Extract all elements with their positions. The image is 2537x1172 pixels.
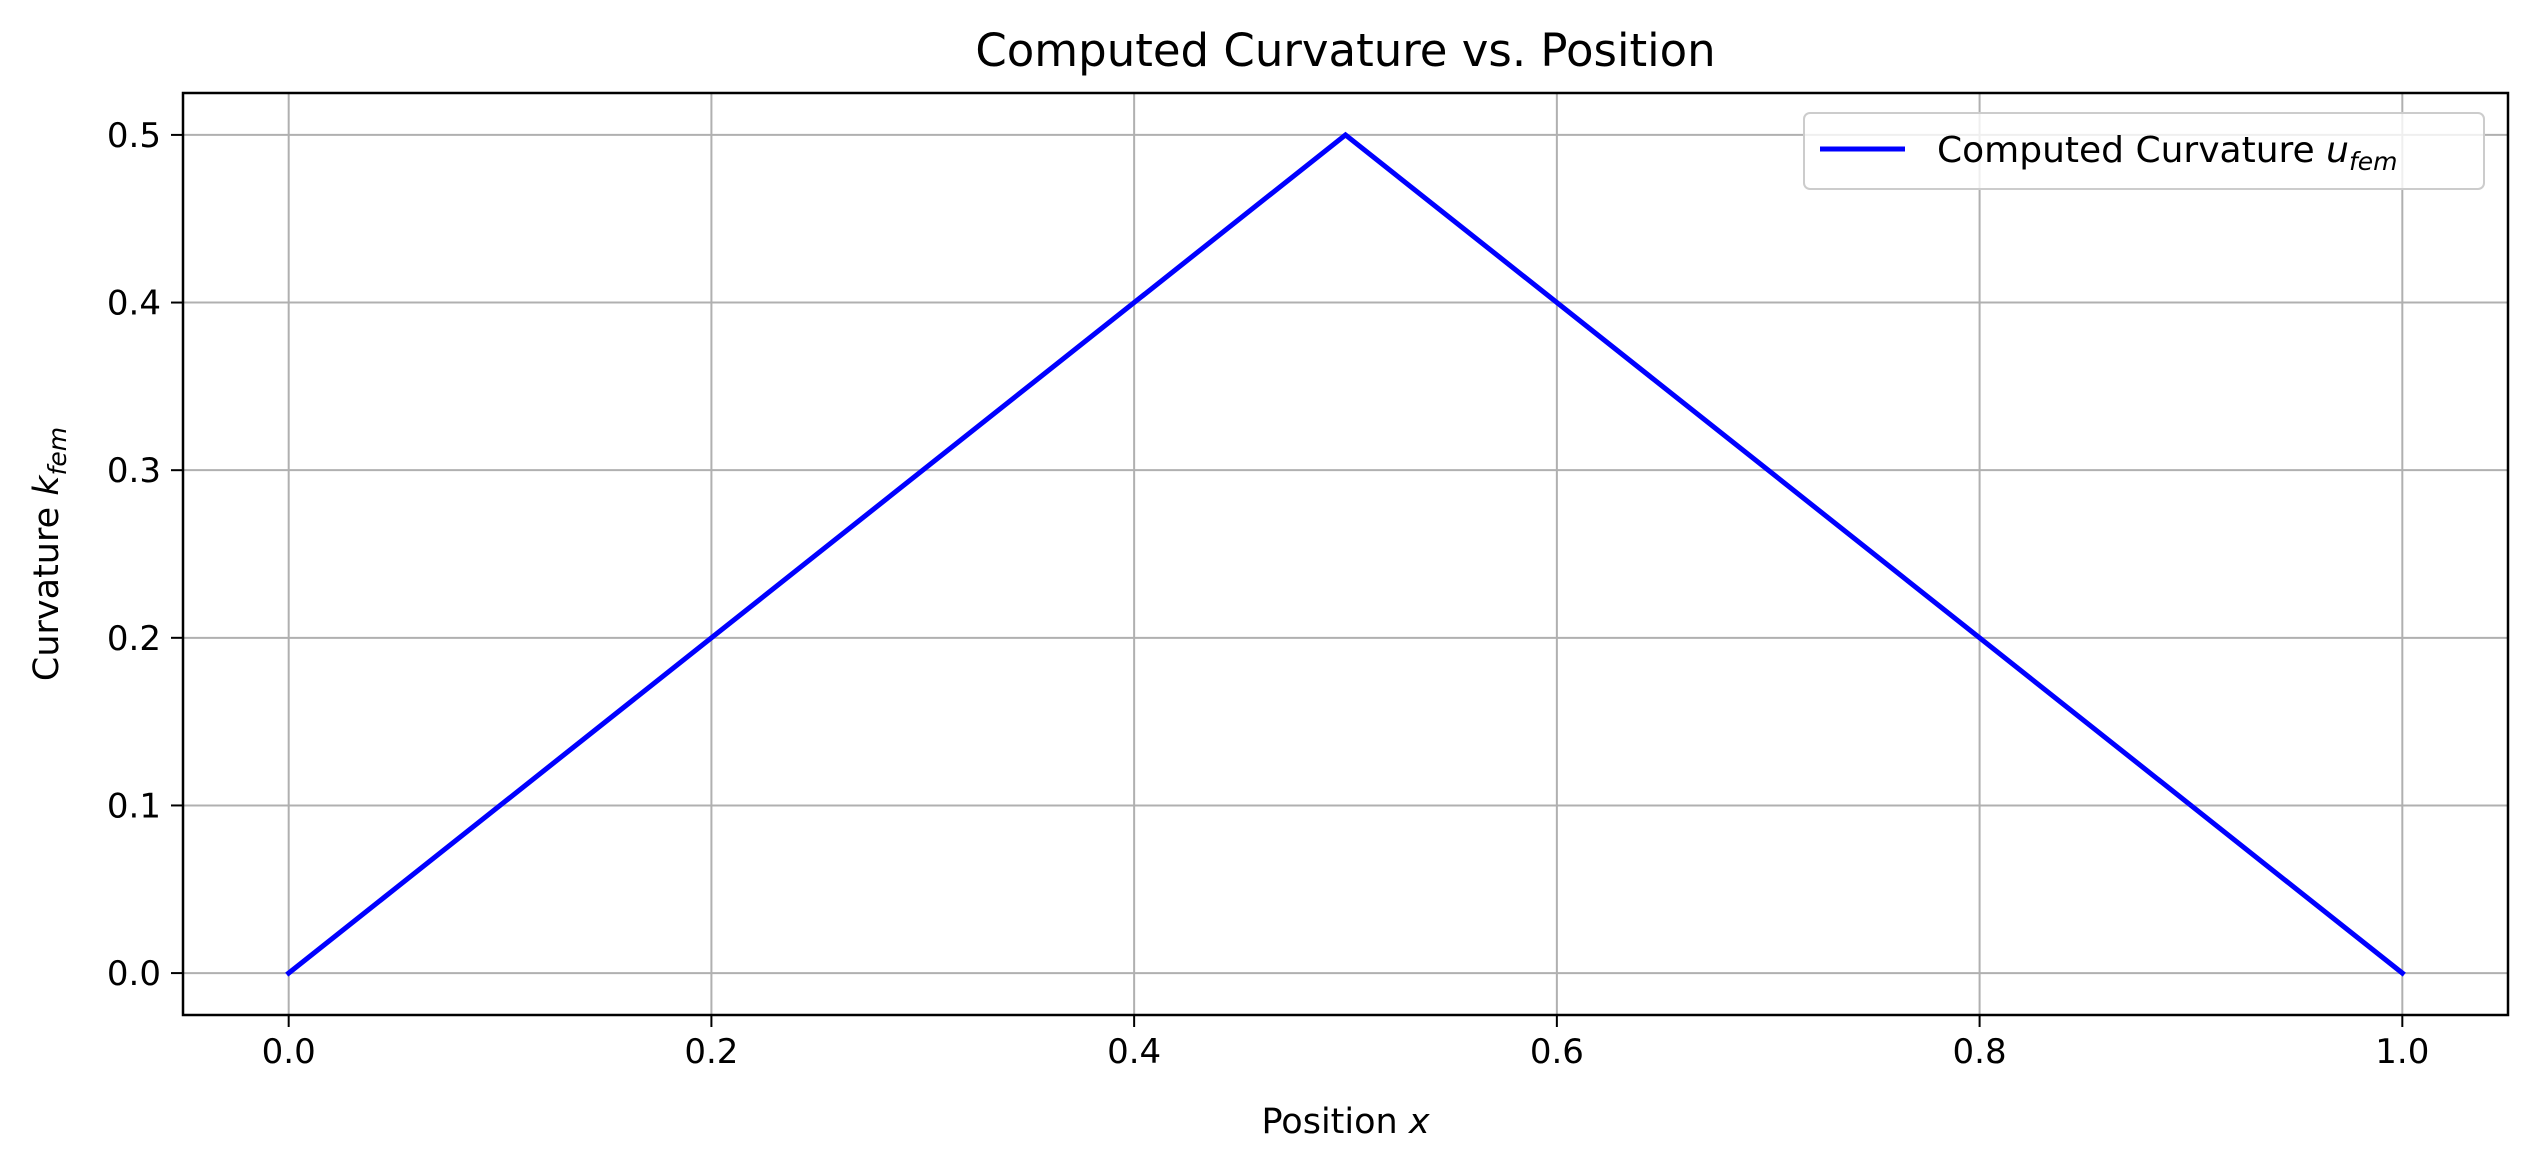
x-tick-label: 0.4 <box>1107 1032 1161 1072</box>
y-tick-label: 0.3 <box>107 451 161 491</box>
series-layer <box>285 131 2406 977</box>
x-axis-label-text: Position <box>1261 1102 1408 1142</box>
x-tick-label: 0.2 <box>684 1032 738 1072</box>
y-tick-label: 0.4 <box>107 284 161 324</box>
x-tick-label: 1.0 <box>2375 1032 2429 1072</box>
x-tick-label: 0.0 <box>262 1032 316 1072</box>
y-tick-label: 0.5 <box>107 116 161 156</box>
y-axis-label-text: Curvature <box>27 496 67 681</box>
y-tick-label: 0.0 <box>107 954 161 994</box>
chart-title: Computed Curvature vs. Position <box>975 24 1715 77</box>
legend-box <box>1803 112 2485 190</box>
y-axis-label-sub: fem <box>43 427 72 476</box>
y-axis-label-var: k <box>27 474 67 496</box>
axis-ticks: 0.0 0.2 0.4 0.6 0.8 1.0 0.0 0.1 0.2 0.3 0.4 0.5 <box>107 116 2429 1072</box>
y-axis-label: Curvature kfem <box>27 427 72 681</box>
x-tick-label: 0.8 <box>1953 1032 2007 1072</box>
x-tick-label: 0.6 <box>1530 1032 1584 1072</box>
legend-entry-label: Computed Curvature ufem <box>1937 130 2397 176</box>
legend-entry-text: Computed Curvature <box>1937 130 2326 171</box>
y-tick-label: 0.1 <box>107 786 161 826</box>
plot-frame <box>181 91 2510 1017</box>
x-axis-label: Position x <box>1261 1102 1429 1142</box>
series-line <box>285 131 2406 977</box>
y-tick-label: 0.2 <box>107 619 161 659</box>
legend-entry-var: u <box>2326 130 2349 171</box>
legend: Computed Curvature ufem <box>1803 112 2485 190</box>
legend-entry-sub: fem <box>2349 147 2398 176</box>
grid <box>183 93 2508 1015</box>
x-axis-label-var: x <box>1408 1102 1430 1142</box>
